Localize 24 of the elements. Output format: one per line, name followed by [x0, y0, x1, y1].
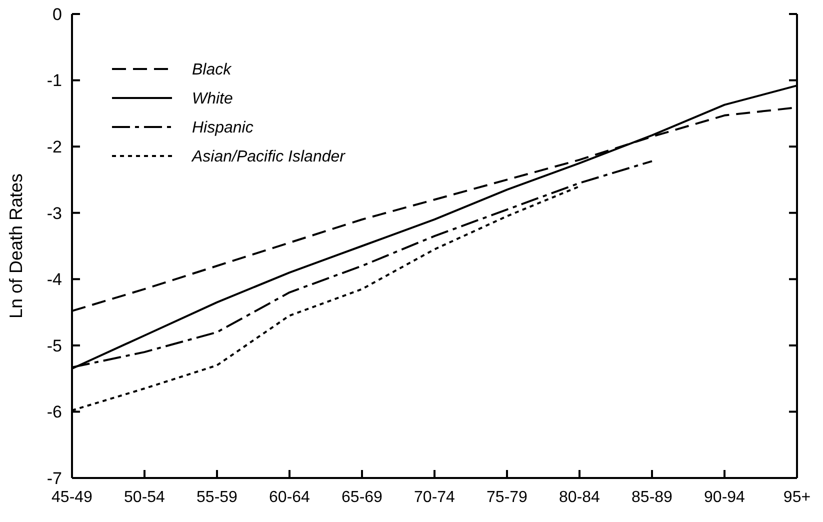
- legend-label: Hispanic: [192, 120, 254, 137]
- x-tick-label: 80-84: [559, 489, 600, 506]
- y-tick-label: -6: [46, 402, 62, 422]
- y-tick-label: -3: [46, 204, 62, 223]
- x-tick-label: 60-64: [269, 489, 310, 506]
- x-tick-label: 45-49: [52, 489, 93, 506]
- x-tick-label: 65-69: [342, 489, 383, 506]
- x-tick-label: 75-79: [486, 489, 528, 506]
- legend-label: Black: [192, 62, 232, 79]
- y-tick-label: -4: [46, 270, 62, 290]
- y-axis-title: Ln of Death Rates: [6, 173, 26, 319]
- x-tick-label: 95+: [783, 489, 811, 506]
- y-tick-label: -1: [46, 71, 62, 90]
- y-tick-label: -5: [46, 336, 62, 356]
- y-tick-label: -7: [46, 468, 62, 488]
- x-tick-label: 70-74: [414, 489, 456, 506]
- x-tick-label: 55-59: [196, 489, 238, 506]
- legend-label: White: [192, 90, 233, 108]
- legend-label: Asian/Pacific Islander: [191, 148, 346, 166]
- y-tick-label: 0: [52, 4, 62, 24]
- x-tick-label: 90-94: [704, 489, 746, 506]
- x-tick-label: 50-54: [124, 489, 166, 506]
- y-tick-label: -2: [46, 138, 62, 157]
- x-tick-label: 85-89: [632, 489, 673, 506]
